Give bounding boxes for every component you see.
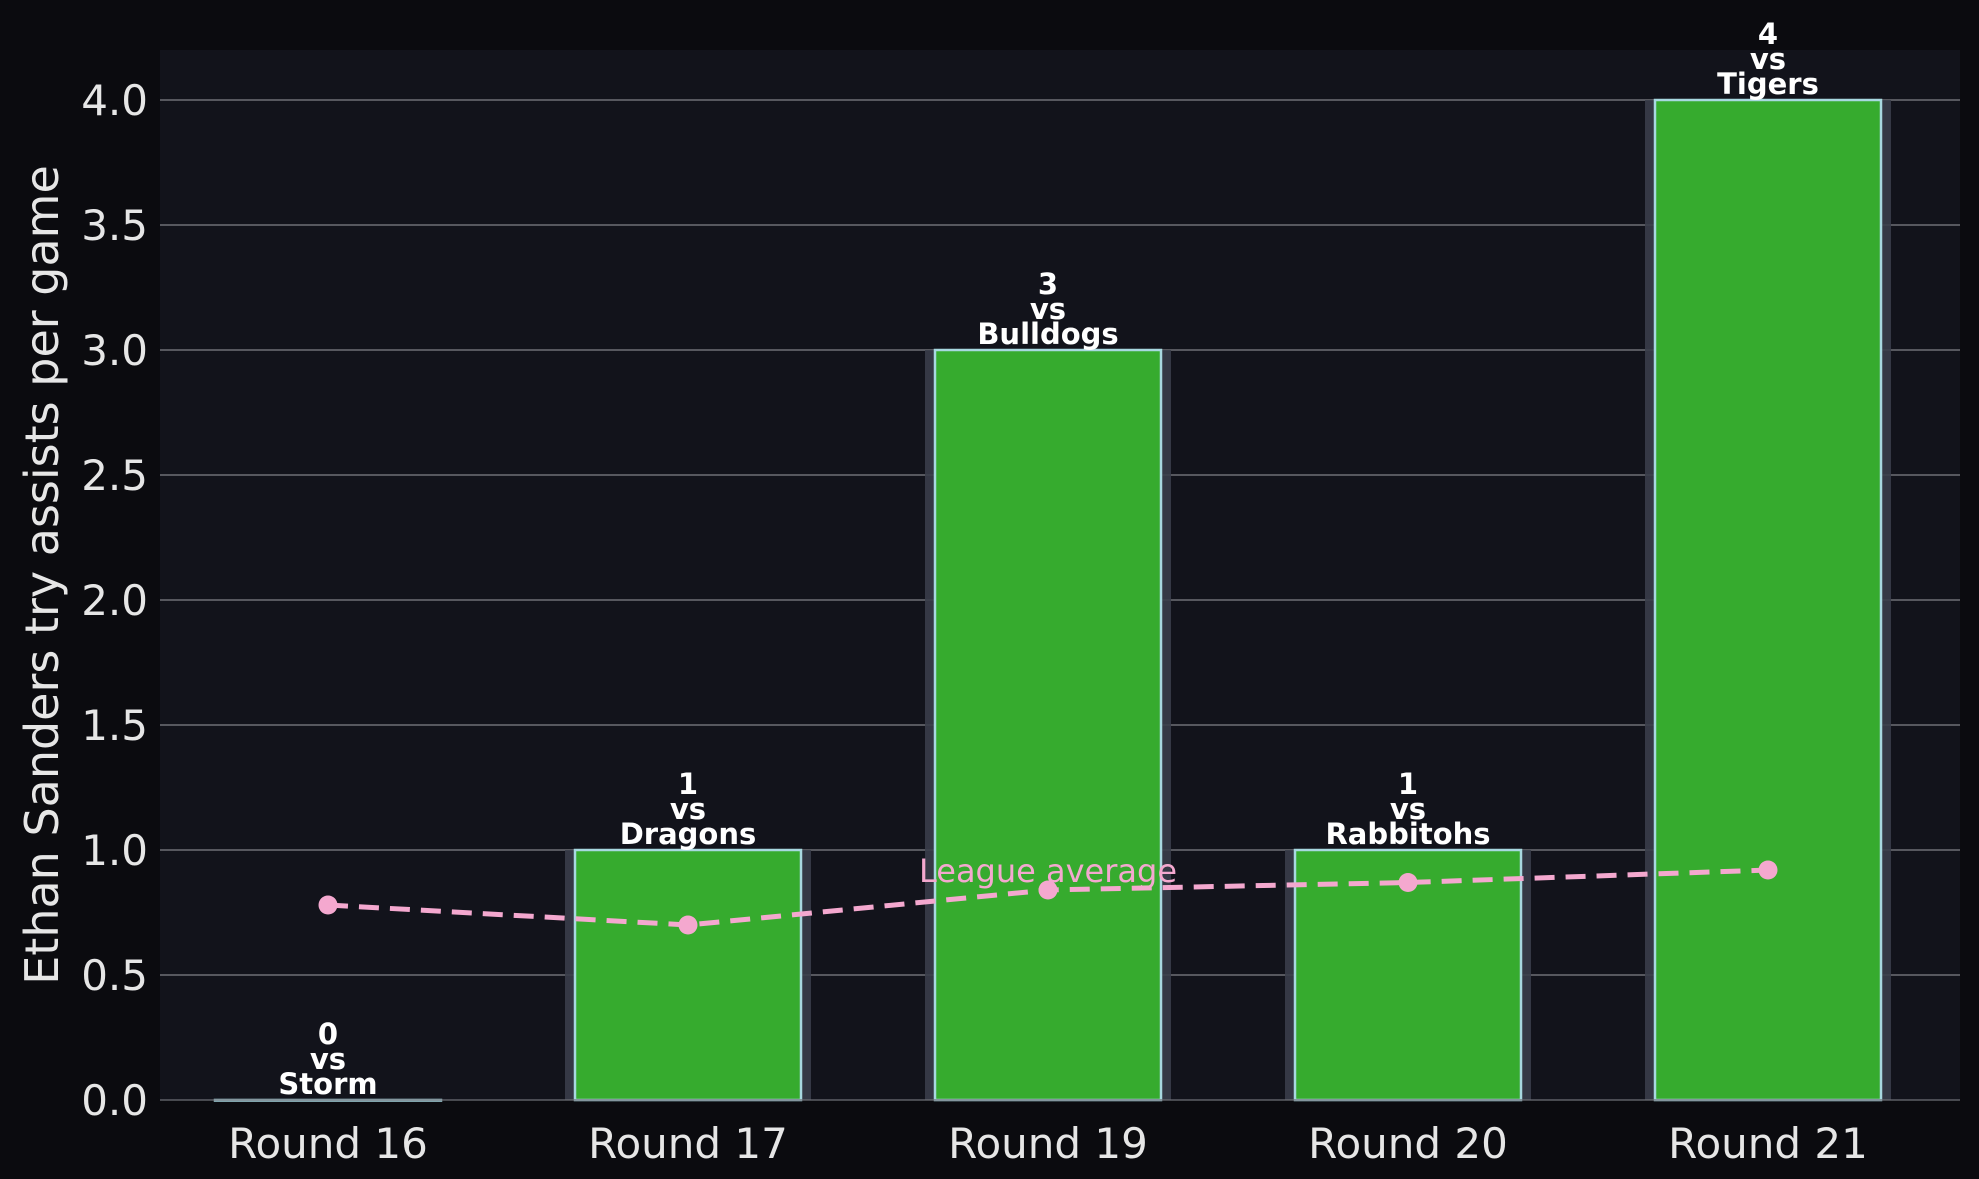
y-tick-label: 4.0 <box>81 76 148 125</box>
y-tick-label: 1.0 <box>81 826 148 875</box>
x-tick-label: Round 20 <box>1308 1119 1508 1168</box>
y-tick-label: 2.5 <box>81 451 148 500</box>
bar-label: Tigers <box>1717 67 1819 101</box>
x-tick-label: Round 16 <box>228 1119 428 1168</box>
bar-label: 3 <box>1038 267 1058 301</box>
y-tick-label: 0.0 <box>81 1076 148 1125</box>
bar-label: 0 <box>318 1017 338 1051</box>
axes: 0.0 0.5 1.0 1.5 2.0 2.5 3.0 3.5 4.0 Round 16 Round… <box>81 76 1960 1168</box>
x-tick-label: Round 19 <box>948 1119 1148 1168</box>
league-average-point <box>678 915 698 935</box>
bar <box>1653 98 1883 1102</box>
bar-label: 1 <box>1398 767 1418 801</box>
bar-label: Rabbitohs <box>1325 817 1490 851</box>
bar-label: vs <box>1390 792 1426 826</box>
bar-label: Storm <box>278 1067 377 1101</box>
bar-label: Bulldogs <box>977 317 1118 351</box>
league-average-point <box>1758 860 1778 880</box>
bars <box>213 98 1891 1102</box>
bar-labels: 0vsStorm1vsDragons3vsBulldogs1vsRabbitoh… <box>278 17 1818 1101</box>
bar <box>573 848 803 1102</box>
league-average-series: League average <box>318 852 1778 935</box>
league-average-point <box>1398 873 1418 892</box>
y-axis-title: Ethan Sanders try assists per game <box>15 165 69 985</box>
bar-label: vs <box>1750 42 1786 76</box>
bar <box>933 348 1163 1102</box>
bar-label: vs <box>1030 292 1066 326</box>
y-tick-label: 3.0 <box>81 326 148 375</box>
x-tick-label: Round 17 <box>588 1119 788 1168</box>
league-average-label: League average <box>919 852 1177 890</box>
y-tick-label: 3.5 <box>81 201 148 250</box>
y-tick-label: 2.0 <box>81 576 148 625</box>
bar-label: 4 <box>1758 17 1778 51</box>
bar-label: Dragons <box>620 817 757 851</box>
league-average-point <box>318 895 338 915</box>
bar-label: 1 <box>678 767 698 801</box>
bar-label: vs <box>670 792 706 826</box>
y-tick-label: 1.5 <box>81 701 148 750</box>
x-tick-label: Round 21 <box>1668 1119 1868 1168</box>
y-tick-label: 0.5 <box>81 951 148 1000</box>
bar-label: vs <box>310 1042 346 1076</box>
league-average-point <box>1038 880 1058 900</box>
